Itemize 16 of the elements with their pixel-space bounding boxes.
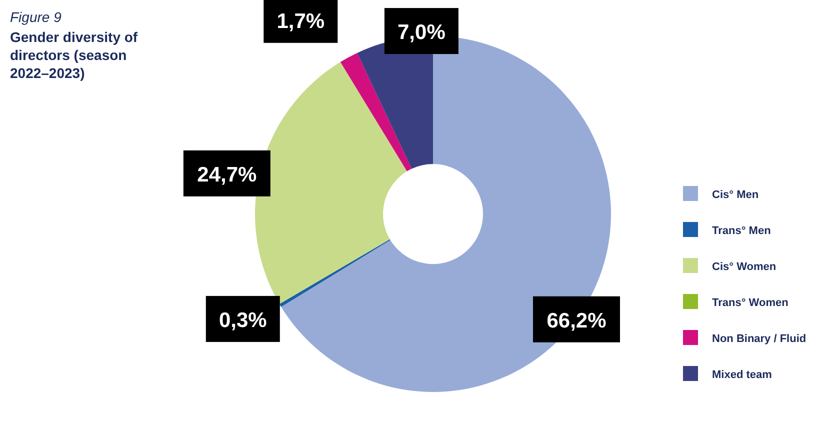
data-label: 66,2%: [546, 309, 607, 332]
legend-label: Trans° Men: [712, 225, 772, 237]
legend-label: Mixed team: [712, 369, 772, 381]
legend-label: Trans° Women: [712, 297, 789, 309]
data-label: 0,3%: [218, 308, 268, 332]
data-label: 1,7%: [276, 10, 325, 33]
donut-slice: [255, 62, 407, 304]
legend-label: Non Binary / Fluid: [712, 333, 806, 345]
text: Gender diversity of directors (season 2022–2023): [10, 29, 138, 81]
text: Figure 9: [10, 9, 62, 25]
legend-label: Cis° Women: [712, 261, 776, 273]
donut-slice: [279, 239, 390, 307]
data-label: 24,7%: [197, 163, 258, 186]
donut-slice: [340, 52, 412, 172]
data-label: 7,0%: [398, 21, 446, 44]
legend-label: Cis° Men: [712, 189, 759, 201]
